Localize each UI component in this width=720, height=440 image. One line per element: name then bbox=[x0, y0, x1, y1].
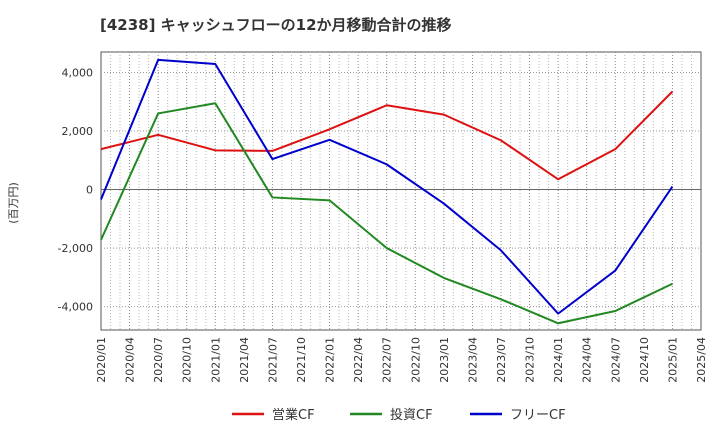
x-tick-label: 2022/01 bbox=[324, 337, 337, 383]
x-tick-label: 2022/04 bbox=[352, 337, 365, 383]
legend-label: 投資CF bbox=[390, 407, 433, 423]
x-tick-label: 2020/04 bbox=[124, 337, 137, 383]
vertical-gridlines bbox=[110, 52, 692, 330]
x-tick-label: 2023/07 bbox=[495, 337, 508, 383]
x-tick-label: 2020/01 bbox=[95, 337, 108, 383]
legend-label: 営業CF bbox=[272, 407, 315, 423]
x-axis-ticks: 2020/01 2020/04 2020/07 2020/10 2021/01 2021/… bbox=[95, 337, 708, 383]
plot-background bbox=[100, 51, 702, 331]
x-tick-label: 2024/07 bbox=[609, 337, 622, 383]
x-tick-label: 2025/01 bbox=[666, 337, 679, 383]
x-tick-label: 2020/07 bbox=[152, 337, 165, 383]
x-tick-label: 2024/10 bbox=[638, 337, 651, 383]
x-tick-label: 2023/01 bbox=[438, 337, 451, 383]
x-tick-label: 2020/10 bbox=[181, 337, 194, 383]
x-tick-label: 2021/10 bbox=[295, 337, 308, 383]
chart-title: [4238] キャッシュフローの12か月移動合計の推移 bbox=[100, 16, 452, 34]
y-axis-label: (百万円) bbox=[7, 182, 20, 224]
plot-area bbox=[100, 51, 702, 331]
y-tick-label: -4,000 bbox=[58, 301, 93, 314]
legend-label: フリーCF bbox=[510, 408, 566, 423]
x-tick-label: 2022/07 bbox=[381, 337, 394, 383]
y-tick-label: 4,000 bbox=[62, 66, 94, 79]
series-layer bbox=[100, 58, 674, 325]
y-axis-ticks: 4,000 2,000 0 -2,000 -4,000 bbox=[58, 66, 93, 313]
y-tick-label: 0 bbox=[86, 184, 93, 197]
horizontal-gridlines bbox=[101, 71, 701, 308]
y-tick-label: 2,000 bbox=[62, 125, 94, 138]
x-tick-label: 2023/10 bbox=[524, 337, 537, 383]
x-tick-label: 2022/10 bbox=[409, 337, 422, 383]
x-tick-label: 2021/07 bbox=[266, 337, 279, 383]
x-tick-label: 2021/01 bbox=[209, 337, 222, 383]
legend: 営業CF 投資CF フリーCF bbox=[232, 407, 566, 423]
x-tick-label: 2024/01 bbox=[552, 337, 565, 383]
x-tick-label: 2024/04 bbox=[581, 337, 594, 383]
x-tick-label: 2023/04 bbox=[466, 337, 479, 383]
y-tick-label: -2,000 bbox=[58, 242, 93, 255]
x-tick-label: 2025/04 bbox=[695, 337, 708, 383]
x-tick-label: 2021/04 bbox=[238, 337, 251, 383]
